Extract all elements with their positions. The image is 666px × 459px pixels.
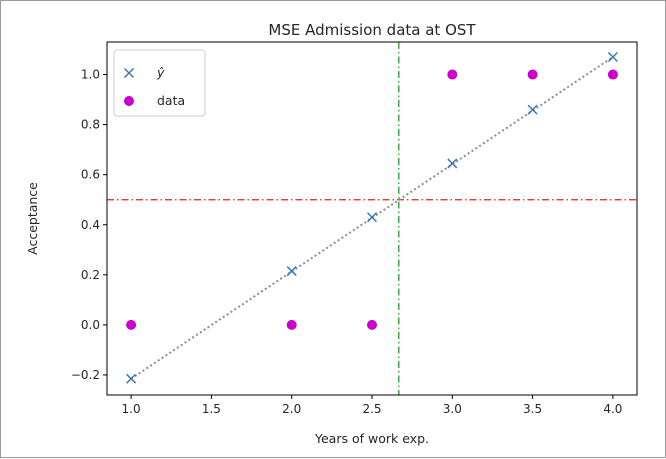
y-tick-label: 1.0	[81, 68, 100, 82]
x-marker-stroke	[607, 51, 618, 63]
x-marker-stroke	[286, 266, 297, 277]
yhat-point	[447, 158, 458, 169]
x-marker-stroke	[527, 104, 538, 115]
x-marker-stroke	[126, 373, 137, 384]
chart-title: MSE Admission data at OST	[268, 21, 476, 39]
plot-area: 1.0 1.5 2.0 2.5 3.0 3.5 4.0 −0.2 0.0 0.2 0.4 0.6 0.8…	[71, 41, 638, 416]
y-tick-label: 0.8	[81, 118, 100, 132]
y-tick-label: 0.4	[81, 218, 100, 232]
x-tick-label: 2.0	[282, 402, 301, 416]
data-point	[447, 69, 458, 80]
x-tick-label: 3.5	[523, 402, 542, 416]
legend-box	[113, 49, 206, 117]
data-point	[527, 69, 538, 80]
data-point	[607, 69, 618, 80]
y-tick-label: 0.0	[81, 318, 100, 332]
legend-data-marker	[124, 96, 134, 106]
x-tick-label: 2.5	[362, 402, 381, 416]
legend-label-data: data	[157, 93, 185, 108]
data-point	[286, 319, 297, 330]
y-tick-label: 0.2	[81, 268, 100, 282]
y-axis-label: Acceptance	[25, 182, 40, 255]
data-point	[367, 319, 377, 330]
y-tick-label: −0.2	[71, 368, 100, 382]
yhat-point	[607, 51, 618, 63]
legend: ŷ data	[113, 49, 206, 117]
yhat-point	[286, 266, 297, 277]
x-tick-label: 4.0	[603, 402, 622, 416]
y-tick-label: 0.6	[81, 168, 100, 182]
x-tick-label: 1.0	[122, 402, 141, 416]
x-marker-stroke	[366, 212, 378, 223]
yhat-point	[527, 104, 538, 115]
x-tick-label: 3.0	[443, 402, 462, 416]
yhat-point	[366, 212, 378, 223]
legend-label-yhat: ŷ	[156, 65, 165, 80]
legend-yhat-marker	[123, 67, 135, 79]
x-marker-stroke	[447, 158, 458, 169]
x-tick-label: 1.5	[202, 402, 221, 416]
yhat-point	[126, 373, 137, 384]
x-marker-stroke	[123, 67, 135, 79]
data-point	[126, 319, 137, 330]
x-axis-label: Years of work exp.	[314, 431, 429, 446]
